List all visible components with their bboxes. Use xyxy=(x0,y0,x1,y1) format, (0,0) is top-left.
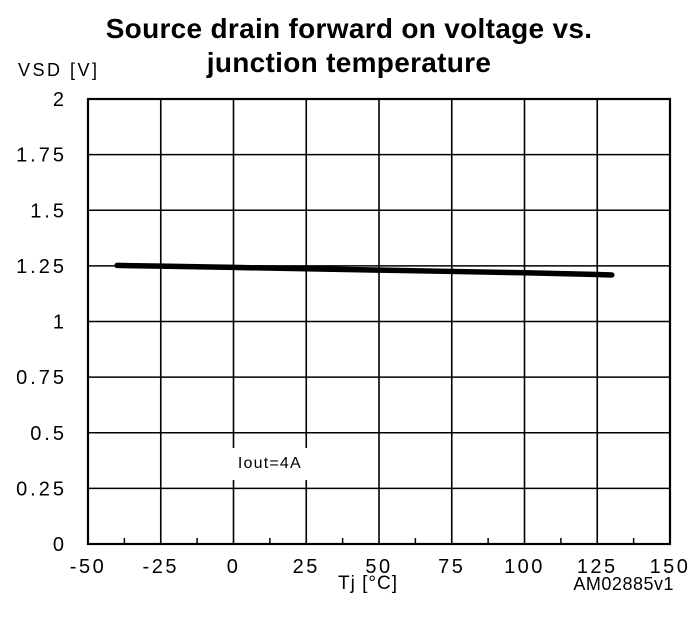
y-tick-label: 2 xyxy=(53,89,67,111)
chart-title-line-1: Source drain forward on voltage vs. xyxy=(105,13,593,44)
data-line xyxy=(114,262,615,278)
x-tick-label: 50 xyxy=(365,556,392,578)
x-tick-label: -50 xyxy=(70,556,106,578)
x-tick-label: 150 xyxy=(650,556,691,578)
y-tick-label: 0 xyxy=(53,534,67,556)
x-tick-label: 0 xyxy=(227,556,241,578)
x-axis-label: Tj [°C] xyxy=(338,573,398,594)
y-tick-label: 1 xyxy=(53,312,67,334)
y-tick-label: 1.25 xyxy=(16,256,67,278)
y-tick-label: 0.75 xyxy=(16,367,67,389)
chart-title-line-2: junction temperature xyxy=(206,47,492,78)
x-tick-label: 75 xyxy=(438,556,465,578)
chart-title: Source drain forward on voltage vs. junc… xyxy=(0,12,698,80)
x-tick-label: 100 xyxy=(504,556,545,578)
x-tick-label: 125 xyxy=(577,556,618,578)
y-tick-label: 0.5 xyxy=(30,423,67,445)
y-axis-label: VSD [V] xyxy=(18,60,100,80)
watermark: AM02885v1 xyxy=(573,574,674,594)
plot-border xyxy=(86,97,672,546)
y-tick-label: 1.75 xyxy=(16,145,67,167)
series-annotation: Iout=4A xyxy=(229,447,310,480)
y-tick-label: 0.25 xyxy=(16,478,67,500)
x-tick-label: 25 xyxy=(293,556,320,578)
y-tick-label: 1.5 xyxy=(30,200,67,222)
x-tick-label: -25 xyxy=(143,556,179,578)
